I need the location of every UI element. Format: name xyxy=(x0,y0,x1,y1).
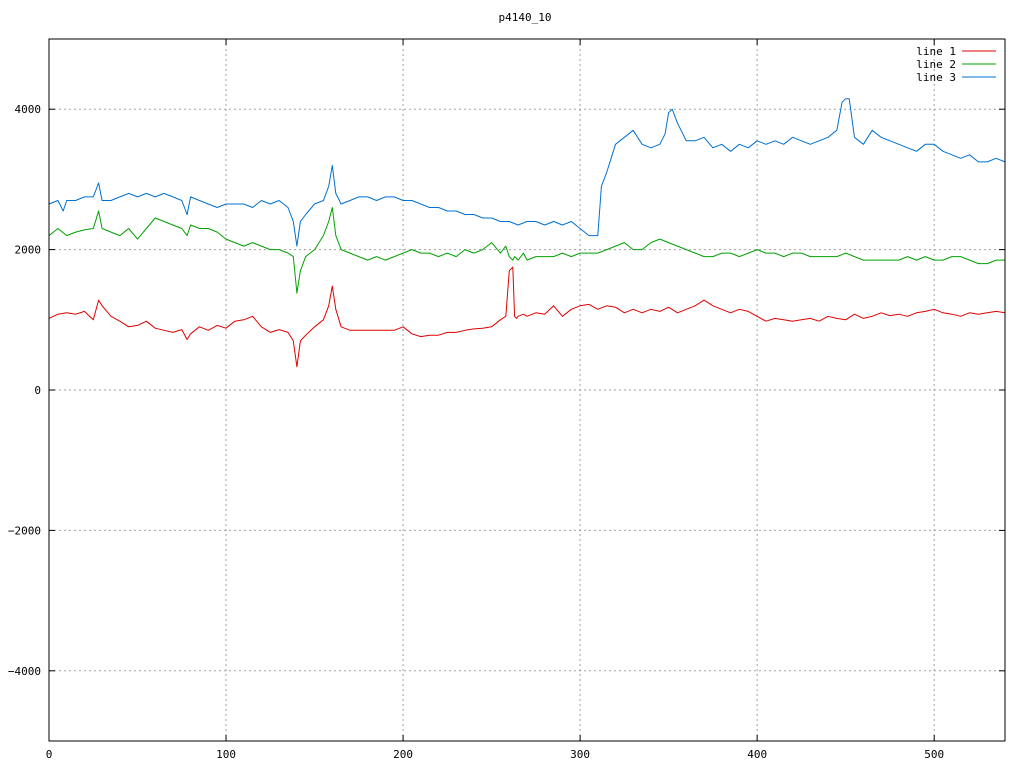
y-tick-label: 0 xyxy=(34,384,41,397)
plot-frame xyxy=(48,38,1006,742)
y-tick-label: 4000 xyxy=(15,103,42,116)
legend-label-3: line 3 xyxy=(916,71,956,84)
y-tick-label: −4000 xyxy=(8,665,41,678)
legend-label-1: line 1 xyxy=(916,45,956,58)
series-line-1 xyxy=(48,266,1006,368)
axis-ticks: 0 100 200 300 400 500 −4000 −2000 0 2000 4000 xyxy=(8,39,1005,761)
y-tick-label: −2000 xyxy=(8,524,41,537)
x-tick-label: 400 xyxy=(747,748,767,761)
x-tick-label: 300 xyxy=(570,748,590,761)
series-line-2 xyxy=(48,207,1005,294)
x-tick-label: 0 xyxy=(46,748,53,761)
grid xyxy=(49,39,1005,741)
x-tick-label: 100 xyxy=(216,748,236,761)
x-tick-label: 200 xyxy=(393,748,413,761)
x-tick-label: 500 xyxy=(924,748,944,761)
legend-label-2: line 2 xyxy=(916,58,956,71)
series-line-3 xyxy=(48,98,1006,247)
series-lines xyxy=(48,98,1006,368)
chart-title: p4140_10 xyxy=(499,11,552,24)
y-tick-label: 2000 xyxy=(15,244,42,257)
